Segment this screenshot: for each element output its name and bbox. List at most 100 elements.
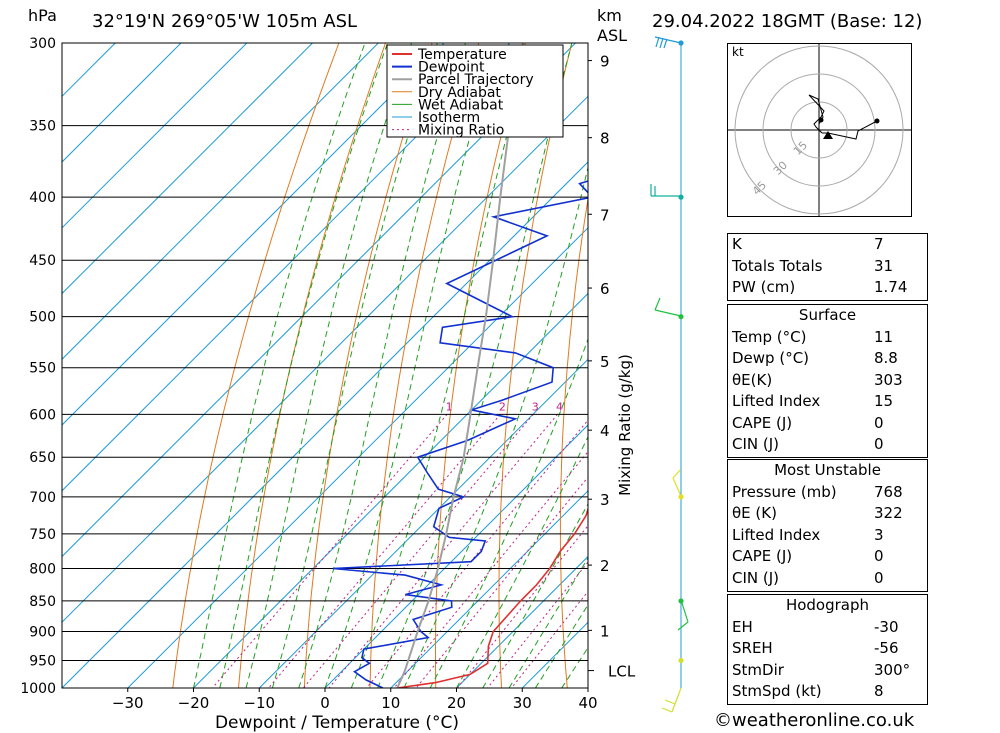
surface-row: Temp (°C) 11	[732, 327, 894, 346]
wet-adiabat-line	[219, 43, 389, 688]
legend-label: Dewpoint	[418, 60, 485, 76]
pressure-tick-label: 750	[29, 527, 56, 543]
wet-adiabat-line	[350, 43, 533, 688]
hodograph-stats-title: Hodograph	[785, 596, 870, 614]
wet-adiabat-line	[245, 43, 412, 688]
hodograph-ring	[762, 73, 876, 187]
hodograph-panel: kt 15 30 45	[727, 43, 912, 217]
km-tick-label: 1	[600, 622, 610, 640]
datetime-title: 29.04.2022 18GMT (Base: 12)	[652, 11, 923, 32]
wind-barb-dot	[678, 40, 684, 46]
legend-label: Wet Adiabat	[418, 97, 504, 113]
hodograph-stats-panel: Hodograph EH -30 SREH -56 StmDir 300° StmSp…	[727, 594, 928, 705]
isotherm-line	[127, 227, 588, 688]
km-tick-label: 8	[600, 130, 610, 148]
dry-adiabat-line	[369, 43, 480, 688]
hodograph-stats-row: StmSpd (kt) 8	[732, 682, 884, 700]
km-tick-label: 6	[600, 280, 610, 298]
most-unstable-row: CAPE (J) 0	[732, 547, 884, 565]
hodograph-stats-row: StmDir 300°	[732, 660, 911, 679]
hodograph-trace	[822, 120, 878, 140]
surface-row: Lifted Index 15	[732, 392, 894, 410]
km-tick-label: 3	[600, 491, 610, 509]
storm-motion-marker	[823, 131, 833, 139]
isotherm-line	[62, 161, 588, 688]
mixing-ratio-line	[415, 476, 588, 688]
mixing-ratio-label: 1	[446, 400, 453, 413]
height-unit-label: km	[597, 6, 622, 25]
wind-barb-dot	[678, 598, 684, 604]
x-tick-label: 30	[513, 694, 532, 712]
surface-row: CAPE (J) 0	[732, 413, 884, 432]
wet-adiabat-line	[456, 435, 588, 688]
most-unstable-panel: Most Unstable Pressure (mb) 768 θE (K) 322…	[727, 459, 928, 592]
isotherm-line	[258, 358, 588, 688]
km-tick-label: 9	[600, 53, 610, 71]
isotherm-line	[62, 43, 511, 492]
legend-box	[386, 44, 564, 138]
x-tick-label: 10	[381, 694, 400, 712]
pressure-tick-label: 350	[29, 119, 56, 135]
wind-barb-dot	[678, 657, 684, 664]
most-unstable-row: CIN (J) 0	[732, 568, 884, 587]
wind-barb-dot	[678, 194, 684, 200]
isotherm-line	[62, 43, 116, 97]
hodograph-stats-row: EH -30	[732, 617, 899, 636]
wet-adiabat-line	[429, 337, 588, 688]
surface-row: Dewp (°C) 8.8	[732, 349, 898, 367]
index-row: PW (cm) 1.74	[732, 278, 908, 296]
isotherm-line	[62, 43, 379, 360]
surface-title: Surface	[798, 306, 857, 324]
mixing-ratio-line	[212, 413, 448, 688]
mixing-ratio-line	[268, 413, 501, 688]
hodograph-ring-label: 30	[771, 159, 790, 178]
credit-link[interactable]: ©weatheronline.co.uk	[714, 710, 915, 731]
pressure-tick-label: 950	[29, 654, 56, 670]
wind-barb	[677, 599, 689, 631]
pressure-tick-label: 650	[29, 450, 56, 466]
surface-row: θE(K) 303	[732, 370, 903, 389]
wind-barb	[672, 469, 682, 497]
x-tick-label: 20	[447, 694, 466, 712]
wind-barb	[654, 36, 682, 49]
wind-barb-dot	[678, 494, 684, 500]
mixing-ratio-label: 10	[635, 400, 649, 413]
surface-row: CIN (J) 0	[732, 435, 884, 453]
pressure-tick-label: 600	[29, 407, 56, 423]
most-unstable-row: θE (K) 322	[732, 504, 903, 522]
surface-panel: Surface Temp (°C) 11 Dewp (°C) 8.8 θE(K) 30…	[727, 304, 928, 458]
mixing-ratio-axis-label: Mixing Ratio (g/kg)	[616, 354, 634, 496]
lcl-label: LCL	[608, 663, 636, 681]
isotherm-line	[62, 43, 445, 426]
legend-label: Temperature	[417, 47, 507, 63]
isotherm-line	[62, 43, 182, 163]
hodograph-unit: kt	[732, 45, 744, 59]
km-tick-label: 5	[600, 353, 610, 371]
legend-label: Parcel Trajectory	[418, 72, 534, 88]
wet-adiabat-line	[271, 43, 438, 688]
pressure-tick-label: 500	[29, 310, 56, 326]
isotherm-line	[62, 43, 313, 295]
isotherm-line	[62, 95, 588, 623]
legend-label: Mixing Ratio	[418, 123, 504, 139]
mixing-ratio-line	[487, 561, 588, 688]
mixing-ratio-label: 20	[702, 400, 716, 413]
pressure-unit-label: hPa	[28, 6, 57, 25]
hodograph-ring	[734, 45, 904, 215]
pressure-tick-label: 450	[29, 253, 56, 269]
pressure-tick-label: 700	[29, 490, 56, 506]
isotherm-line	[324, 424, 588, 688]
pressure-tick-label: 850	[29, 594, 56, 610]
hodograph-stats-row: SREH -56	[732, 639, 899, 657]
mixing-ratio-label: 2	[499, 400, 506, 413]
mixing-ratio-line	[328, 413, 558, 688]
hodograph-point	[818, 117, 824, 123]
wind-barb	[654, 297, 682, 317]
x-tick-label: −30	[112, 694, 144, 712]
x-tick-label: −10	[243, 694, 275, 712]
most-unstable-row: Pressure (mb) 768	[732, 482, 903, 501]
mixing-ratio-line	[456, 524, 588, 688]
height-unit-sub-label: ASL	[597, 26, 628, 45]
